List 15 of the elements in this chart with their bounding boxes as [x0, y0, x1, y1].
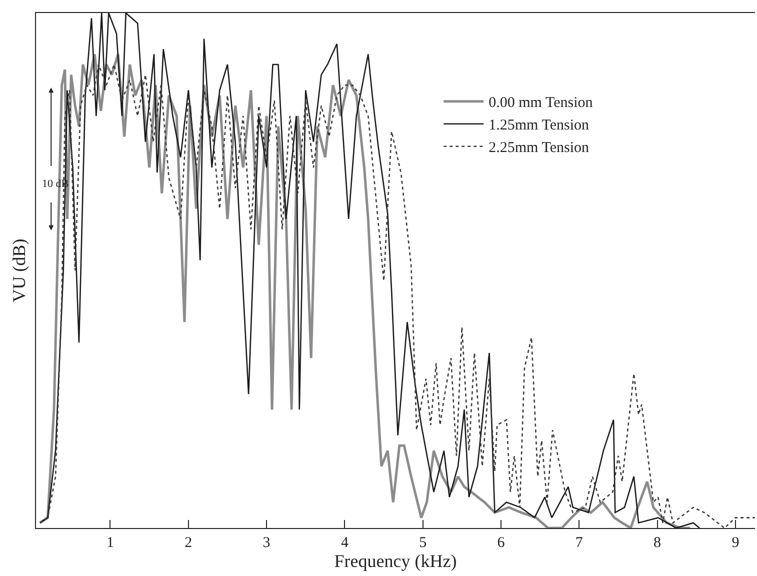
annotation: 10 dB — [42, 178, 69, 190]
x-tick-label: 7 — [575, 535, 584, 551]
legend-label: 1.25mm Tension — [488, 118, 590, 134]
x-axis-title: Frequency (kHz) — [334, 551, 457, 571]
x-tick-label: 9 — [732, 535, 740, 551]
x-tick-label: 3 — [262, 535, 270, 551]
x-tick-label: 6 — [497, 535, 506, 551]
x-tick-label: 1 — [106, 535, 114, 551]
x-tick-label: 8 — [654, 535, 662, 551]
x-tick-label: 2 — [184, 535, 192, 551]
x-tick-label: 4 — [340, 535, 349, 551]
legend-label: 0.00 mm Tension — [488, 95, 594, 112]
legend-label: 2.25mm Tension — [488, 140, 590, 156]
x-tick-label: 5 — [419, 535, 427, 551]
y-axis-title: VU (dB) — [9, 238, 30, 302]
